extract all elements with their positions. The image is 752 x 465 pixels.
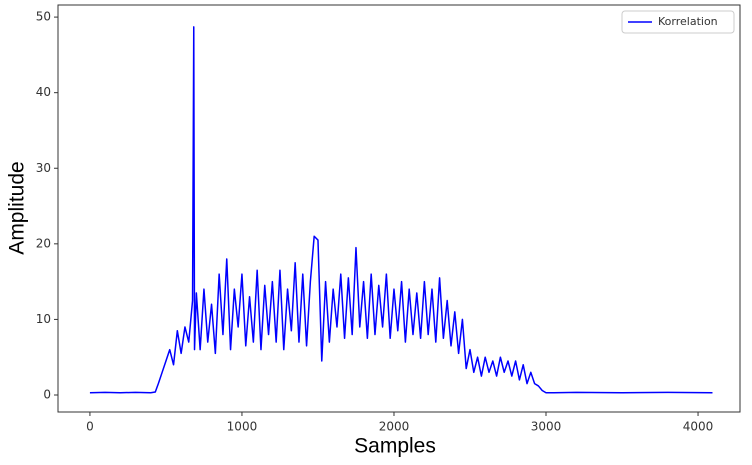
y-tick-label: 40 bbox=[36, 85, 51, 99]
y-tick-label: 30 bbox=[36, 161, 51, 175]
x-tick-label: 4000 bbox=[683, 420, 714, 434]
x-tick-label: 0 bbox=[86, 420, 94, 434]
y-tick-label: 10 bbox=[36, 312, 51, 326]
x-axis-label: Samples bbox=[354, 435, 436, 458]
data-line bbox=[89, 26, 713, 394]
x-tick-label: 1000 bbox=[227, 420, 258, 434]
legend-box bbox=[621, 10, 735, 34]
y-axis-label: Amplitude bbox=[6, 161, 29, 254]
y-tick-label: 0 bbox=[43, 387, 51, 401]
x-tick-label: 3000 bbox=[531, 420, 562, 434]
legend-label: Korrelation bbox=[658, 15, 718, 28]
plot-frame bbox=[57, 4, 741, 413]
x-tick-label: 2000 bbox=[379, 420, 410, 434]
y-tick-label: 50 bbox=[36, 10, 51, 24]
y-tick-label: 20 bbox=[36, 236, 51, 250]
